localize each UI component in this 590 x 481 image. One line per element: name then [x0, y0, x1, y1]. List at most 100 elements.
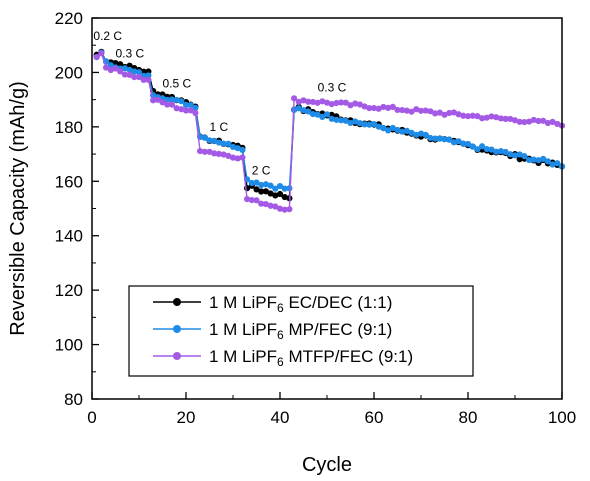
data-point: [267, 182, 274, 189]
data-point: [187, 102, 194, 109]
data-point: [239, 154, 246, 161]
data-point: [145, 76, 152, 83]
data-point: [173, 105, 180, 112]
data-point: [375, 123, 382, 130]
data-point: [262, 188, 269, 195]
data-point: [394, 106, 401, 114]
data-point: [493, 114, 500, 121]
data-point: [516, 156, 523, 163]
data-point: [422, 107, 429, 114]
data-point: [281, 185, 288, 192]
x-tick-label: 0: [87, 408, 96, 427]
data-point: [168, 101, 175, 108]
y-tick-label: 220: [55, 9, 83, 28]
data-point: [135, 73, 143, 81]
data-point: [361, 103, 368, 110]
data-point: [220, 151, 227, 158]
legend-label-2: 1 M LiPF6 MTFP/FEC (9:1): [209, 347, 413, 369]
data-point: [441, 111, 448, 118]
x-tick-label: 100: [548, 408, 576, 427]
data-point: [493, 148, 500, 155]
rate-label-0: 0.2 C: [93, 29, 122, 43]
data-point: [488, 146, 495, 153]
data-point: [276, 182, 284, 190]
data-point: [300, 97, 307, 104]
x-tick-label: 80: [459, 408, 478, 427]
x-tick-label: 20: [177, 408, 196, 427]
legend-label-1: 1 M LiPF6 MP/FEC (9:1): [209, 320, 392, 342]
data-point: [295, 105, 302, 112]
legend-swatch-marker-2: [173, 352, 181, 360]
data-point: [338, 117, 345, 124]
data-point: [258, 181, 265, 189]
data-point: [159, 99, 166, 106]
data-point: [530, 116, 537, 124]
data-point: [248, 196, 255, 204]
data-point: [272, 192, 279, 199]
data-point: [361, 121, 368, 128]
data-point: [234, 155, 241, 162]
y-tick-label: 80: [64, 390, 83, 409]
data-point: [272, 185, 279, 192]
plot-area: 0.2 C 0.3 C 0.5 C 1 C 2 C 0.3 C: [93, 29, 566, 213]
data-point: [535, 157, 542, 164]
data-point: [441, 136, 448, 143]
x-axis-label: Cycle: [302, 454, 352, 476]
data-point: [201, 134, 208, 141]
data-point: [347, 119, 354, 127]
data-point: [328, 101, 335, 108]
data-point: [413, 131, 420, 138]
data-point: [455, 138, 462, 145]
data-point: [178, 98, 185, 105]
data-point: [380, 125, 387, 132]
legend-box: [128, 285, 474, 377]
data-point: [544, 158, 552, 165]
data-point: [229, 143, 237, 150]
data-point: [464, 140, 472, 148]
data-point: [554, 160, 561, 167]
data-point: [399, 106, 406, 114]
data-point: [375, 105, 382, 112]
rate-label-2: 0.5 C: [163, 76, 192, 90]
data-point: [427, 134, 434, 142]
data-point: [253, 186, 260, 193]
data-point: [455, 111, 462, 118]
data-point: [370, 104, 378, 112]
data-point: [521, 118, 528, 126]
data-point: [502, 115, 509, 122]
data-point: [460, 112, 467, 119]
data-point: [192, 104, 199, 112]
data-point: [507, 151, 514, 158]
data-point: [544, 119, 552, 127]
data-point: [526, 156, 533, 164]
data-point: [131, 73, 138, 81]
data-point: [201, 148, 208, 155]
data-point: [211, 137, 218, 144]
data-point: [432, 110, 439, 117]
data-point: [234, 145, 241, 152]
rate-label-5: 0.3 C: [318, 80, 347, 94]
data-point: [422, 131, 429, 138]
data-point: [286, 206, 293, 213]
data-point: [206, 137, 213, 144]
data-point: [427, 108, 434, 115]
data-point: [366, 104, 373, 112]
data-point: [305, 98, 312, 105]
data-point: [197, 148, 204, 155]
data-point: [319, 113, 326, 120]
data-point: [413, 106, 420, 113]
series-line-0: [96, 50, 563, 200]
data-point: [225, 152, 232, 159]
data-point: [215, 139, 222, 146]
data-point: [549, 161, 556, 168]
data-point: [549, 118, 556, 125]
data-point: [145, 72, 152, 79]
data-point: [540, 117, 547, 124]
data-point: [117, 68, 124, 75]
data-point: [314, 99, 321, 106]
data-point: [521, 153, 528, 160]
legend-swatch-marker-0: [173, 298, 181, 306]
data-point: [389, 103, 396, 110]
data-point: [417, 107, 425, 114]
